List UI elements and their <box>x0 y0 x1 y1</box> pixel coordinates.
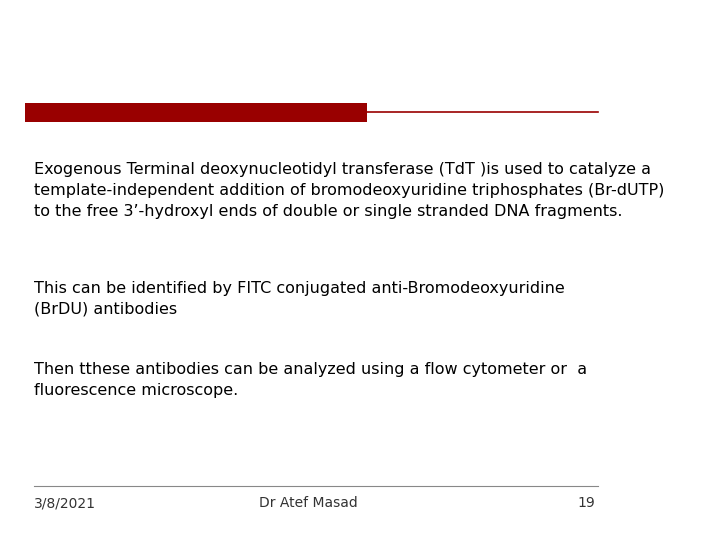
Text: Dr Atef Masad: Dr Atef Masad <box>259 496 358 510</box>
Bar <box>24 103 367 122</box>
Text: 3/8/2021: 3/8/2021 <box>34 496 96 510</box>
Text: 19: 19 <box>577 496 595 510</box>
Text: Then tthese antibodies can be analyzed using a flow cytometer or  a
fluorescence: Then tthese antibodies can be analyzed u… <box>34 362 587 398</box>
Text: This can be identified by FITC conjugated anti-Bromodeoxyuridine
(BrDU) antibodi: This can be identified by FITC conjugate… <box>34 281 564 317</box>
Text: Exogenous Terminal deoxynucleotidyl transferase (TdT )is used to catalyze a
temp: Exogenous Terminal deoxynucleotidyl tran… <box>34 162 665 219</box>
